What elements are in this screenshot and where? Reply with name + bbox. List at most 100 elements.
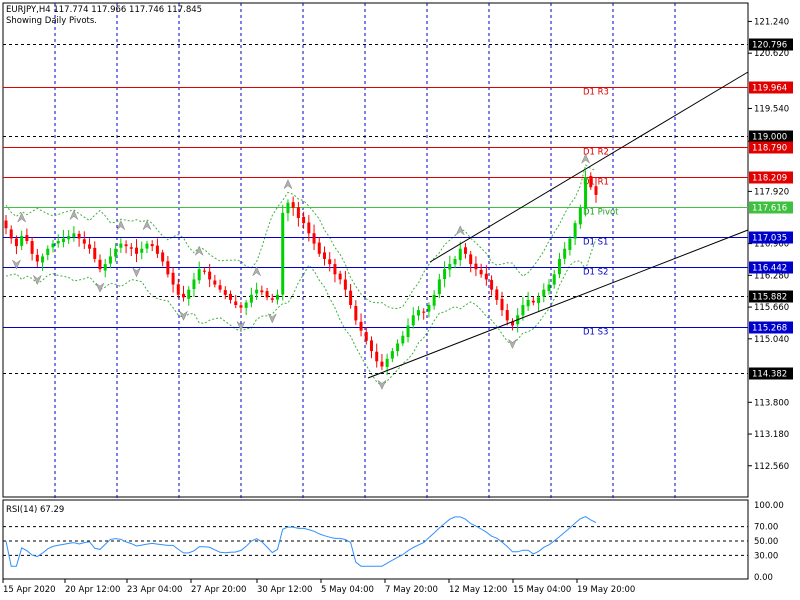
vertical-grid (54, 3, 676, 579)
level-axis-label: 116.442 (752, 264, 787, 274)
fractal-up-arrow (252, 266, 262, 277)
level-axis-badge (749, 81, 793, 94)
candle-body (484, 273, 488, 280)
level-axis-badge (749, 171, 793, 184)
candle-body (202, 270, 206, 272)
candle-body (552, 274, 556, 285)
time-tick-label: 15 May 04:00 (513, 585, 571, 595)
pivot-tag: D1 R2 (583, 148, 609, 158)
candle-body (422, 311, 426, 313)
candle-body (333, 264, 337, 275)
pivot-tag: D1 R3 (583, 88, 609, 98)
time-tick-label: 5 May 04:00 (321, 585, 374, 595)
candle-body (495, 289, 499, 300)
candle-body (322, 252, 326, 259)
trendline-upper (429, 71, 749, 263)
candle-body (396, 343, 400, 352)
rsi-panel-frame (2, 499, 749, 580)
candle-body (568, 238, 572, 250)
price-tick-label: 121.240 (754, 17, 789, 27)
level-axis-label: 117.035 (752, 234, 787, 244)
candle-body (14, 238, 18, 247)
candle-body (77, 233, 81, 239)
candle-body (390, 351, 394, 359)
candle-body (82, 239, 86, 244)
candle-body (328, 259, 332, 265)
fractal-up-arrow (283, 179, 293, 190)
candle-body (20, 235, 24, 246)
fractal-up-arrow (455, 225, 465, 236)
fractal-down-arrow (131, 266, 142, 278)
price-axis: 121.240120.620119.540118.900117.920116.9… (748, 17, 793, 472)
fractal-down-arrow (32, 274, 42, 286)
candle-body (469, 254, 473, 265)
fractal-down-arrow (507, 338, 518, 350)
candle-body (229, 293, 233, 300)
candle-body (114, 248, 118, 257)
candle-body (594, 186, 598, 195)
time-tick-label: 7 May 20:00 (385, 585, 438, 595)
candle-body (302, 216, 306, 224)
candle-body (573, 223, 577, 239)
candle-body (307, 222, 311, 234)
candle-body (171, 272, 175, 285)
candle-body (46, 248, 50, 255)
candle-body (500, 298, 504, 311)
price-tick-label: 117.920 (754, 187, 789, 197)
candle-body (140, 248, 144, 253)
candle-body (145, 243, 149, 249)
rsi-grid (3, 526, 748, 556)
price-tick-label: 113.800 (754, 398, 789, 408)
candle-body (281, 212, 285, 295)
candle-body (187, 289, 191, 299)
candle-body (432, 294, 436, 306)
level-axis-label: 114.382 (752, 370, 787, 380)
price-tick-label: 115.660 (754, 303, 789, 313)
time-tick-label: 15 Apr 2020 (3, 585, 56, 595)
candle-body (218, 285, 222, 290)
envelope-bands (5, 164, 597, 387)
candle-body (490, 279, 494, 290)
price-panel-frame (2, 2, 749, 498)
fractal-down-arrow (236, 320, 246, 332)
candle-body (161, 252, 165, 262)
level-axis-label: 115.882 (752, 293, 787, 303)
candle-body (182, 293, 186, 298)
candle-body (4, 220, 8, 229)
candle-body (88, 244, 92, 249)
candle-body (213, 280, 217, 285)
fractal-up-arrow (194, 245, 204, 257)
candle-body (505, 310, 509, 321)
pivot-tag: D1 Pivot (583, 208, 619, 218)
price-tick-label: 116.280 (754, 271, 789, 281)
candle-body (406, 325, 410, 338)
level-axis-label: 119.964 (752, 84, 787, 94)
candle-body (547, 284, 551, 292)
candle-body (98, 259, 102, 270)
pivot-tag: D1 S2 (583, 268, 608, 278)
level-axis-badge (749, 321, 793, 334)
candle-body (276, 294, 280, 300)
fractal-up-arrow (142, 220, 152, 231)
candle-body (411, 315, 415, 326)
candle-body (265, 291, 269, 298)
candle-body (72, 233, 76, 237)
level-axis-label: 118.790 (752, 144, 787, 154)
rsi-tick-label: 30.00 (754, 551, 778, 561)
rsi-tick-label: 50.00 (754, 537, 778, 547)
candle-body (244, 302, 248, 308)
candle-body (380, 361, 384, 367)
candle-body (474, 263, 478, 270)
candle-body (234, 301, 238, 306)
candle-body (296, 207, 300, 219)
fractal-down-arrow (95, 282, 105, 293)
level-axis-badge (749, 201, 793, 214)
time-tick-label: 30 Apr 12:00 (257, 585, 312, 595)
candle-body (103, 264, 107, 271)
band-upper (5, 164, 597, 310)
candle-body (176, 284, 180, 295)
fractal-down-arrow (377, 379, 387, 390)
